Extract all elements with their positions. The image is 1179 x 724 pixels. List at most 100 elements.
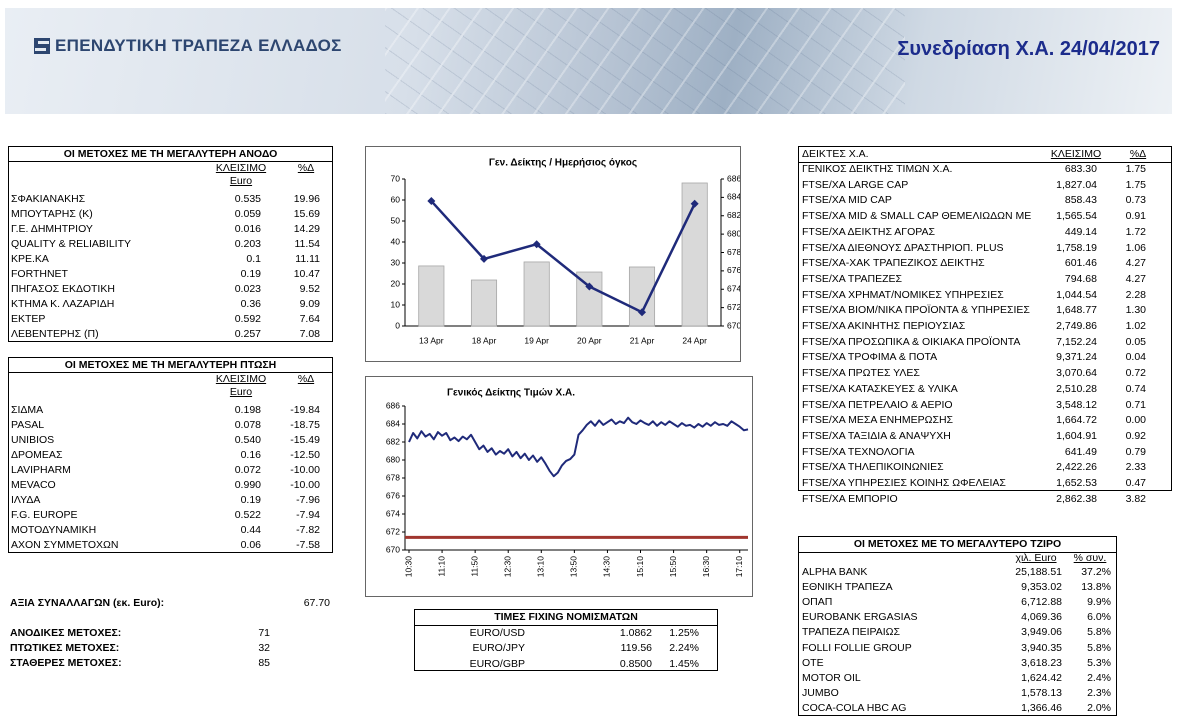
cell-value: 1.75 [1125, 163, 1146, 175]
summary-label: ΠΤΩΤΙΚΕΣ ΜΕΤΟΧΕΣ: [10, 642, 120, 654]
y2-tick-label: 676 [727, 265, 741, 275]
y-tick-label: 50 [391, 215, 401, 225]
row-label: ALPHA BANK [802, 566, 868, 578]
cell-value: 3,070.64 [1056, 367, 1097, 380]
cell-value: 1,827.04 [1056, 178, 1097, 191]
cell-value: 4.27 [1125, 257, 1146, 270]
cell-value: 1,366.46 [1021, 701, 1062, 714]
x-tick-label: 21 Apr [630, 335, 655, 345]
table-title: ΟΙ ΜΕΤΟΧΕΣ ΜΕ ΤΟ ΜΕΓΑΛΥΤΕΡΟ ΤΖΙΡΟ [799, 537, 1116, 553]
row-label: EUROBANK ERGASIAS [802, 611, 918, 624]
cell-value: 5.8% [1087, 641, 1111, 654]
row-label: ΛΕΒΕΝΤΕΡΗΣ (Π) [11, 328, 99, 340]
cell-value: 6.0% [1087, 611, 1111, 624]
row-label: FTSE/ΧΑ ΔΕΙΚΤΗΣ ΑΓΟΡΑΣ [802, 225, 935, 238]
row-label: ΤΡΑΠΕΖΑ ΠΕΙΡΑΙΩΣ [802, 626, 900, 639]
column-header: ΚΛΕΙΣΙΜΟ [215, 162, 267, 174]
cell-value: 1.06 [1125, 241, 1146, 254]
cell-value: 5.3% [1087, 656, 1111, 669]
cell-value: 1,758.19 [1056, 241, 1097, 254]
cell-value: 1.0862 [619, 627, 652, 639]
cell-value: 1.30 [1125, 304, 1146, 317]
cell-value: 0.00 [1125, 414, 1146, 427]
summary-value: 67.70 [303, 597, 330, 609]
row-label: EURO/JPY [472, 642, 525, 655]
cell-value: 1,604.91 [1056, 429, 1097, 442]
y2-tick-label: 680 [727, 228, 741, 238]
turnover-table: ΟΙ ΜΕΤΟΧΕΣ ΜΕ ΤΟ ΜΕΓΑΛΥΤΕΡΟ ΤΖΙΡΟ χιλ. Eu… [798, 536, 1117, 716]
y-tick-label: 674 [386, 508, 400, 518]
cell-value: -7.58 [296, 539, 320, 551]
row-label: OTE [802, 656, 824, 669]
y-tick-label: 684 [386, 418, 400, 428]
row-label: ΕΚΤΕΡ [11, 313, 46, 325]
summary-value: 32 [258, 642, 270, 654]
cell-value: -7.94 [296, 509, 320, 521]
cell-value: 2.28 [1125, 288, 1146, 301]
column-header: χιλ. Euro [1015, 552, 1057, 564]
row-label: FTSE/ΧΑ ΜΕΣΑ ΕΝΗΜΕΡΩΣΗΣ [802, 414, 954, 427]
row-label: FTSE/ΧΑ MID CAP [802, 194, 892, 207]
cell-value: 1,578.13 [1021, 686, 1062, 699]
cell-value: 858.43 [1064, 194, 1097, 207]
cell-value: 2,422.26 [1056, 461, 1097, 474]
cell-value: -19.84 [290, 404, 320, 416]
row-label: ΕΘΝΙΚΗ ΤΡΑΠΕΖΑ [802, 581, 893, 594]
cell-value: 4,069.36 [1021, 611, 1062, 624]
cell-value: 0.36 [240, 298, 261, 310]
row-label: FTSE/ΧΑ ΠΡΟΣΩΠΙΚΑ & ΟΙΚΙΑΚΑ ΠΡΟΪΟΝΤΑ [802, 335, 1021, 348]
cell-value: 119.56 [620, 642, 652, 655]
cell-value: 0.257 [234, 328, 261, 340]
summary-label: ΑΝΟΔΙΚΕΣ ΜΕΤΟΧΕΣ: [10, 627, 122, 639]
cell-value: 6,712.88 [1021, 596, 1062, 609]
cell-value: 1.72 [1125, 225, 1146, 238]
cell-value: 0.990 [234, 479, 261, 491]
row-label: FTSE/ΧΑ ΠΕΤΡΕΛΑΙΟ & ΑΕΡΙΟ [802, 398, 953, 411]
cell-value: 13.8% [1081, 581, 1111, 594]
cell-value: -7.82 [296, 524, 320, 536]
logo-icon [34, 38, 50, 54]
cell-value: 37.2% [1081, 566, 1111, 578]
line [408, 416, 749, 478]
row-label: FTSE/ΧΑ ΤΑΞΙΔΙΑ & ΑΝΑΨΥΧΗ [802, 429, 951, 442]
x-tick-label: 10:30 [403, 556, 413, 578]
cell-value: 0.078 [234, 419, 261, 431]
cell-value: 1.25% [669, 627, 699, 639]
cell-value: -10.00 [290, 464, 320, 476]
bar [418, 265, 445, 327]
y-tick-label: 676 [386, 490, 400, 500]
cell-value: 0.47 [1125, 477, 1146, 489]
x-tick-label: 20 Apr [577, 335, 602, 345]
cell-value: 0.023 [234, 283, 261, 295]
cell-value: 7,152.24 [1056, 335, 1097, 348]
cell-value: -10.00 [290, 479, 320, 491]
y-tick-label: 20 [391, 278, 401, 288]
cell-value: 2,862.38 [1056, 492, 1097, 505]
row-label: LAVIPHARM [11, 464, 71, 476]
cell-value: 601.46 [1064, 257, 1097, 270]
x-tick-label: 12:30 [502, 556, 512, 578]
row-label: PASAL [11, 419, 45, 431]
y-tick-label: 70 [391, 173, 401, 183]
y-tick-label: 0 [395, 320, 400, 330]
cell-value: 25,188.51 [1015, 566, 1062, 578]
marker [427, 197, 436, 206]
column-header: %Δ [1129, 148, 1147, 160]
cell-value: 0.19 [240, 268, 261, 280]
cell-value: -7.96 [296, 494, 320, 506]
table-title: ΟΙ ΜΕΤΟΧΕΣ ΜΕ ΤΗ ΜΕΓΑΛΥΤΕΡΗ ΑΝΟΔΟ [9, 147, 332, 162]
cell-value: -18.75 [290, 419, 320, 431]
cell-value: 0.059 [234, 208, 261, 220]
bar [470, 279, 498, 327]
cell-value: 0.79 [1125, 445, 1146, 458]
row-label: FORTHNET [11, 268, 68, 280]
cell-value: 0.535 [234, 193, 261, 205]
row-label: EURO/GBP [469, 657, 525, 670]
cell-value: 0.072 [234, 464, 261, 476]
cell-value: 5.8% [1087, 626, 1111, 639]
cell-value: 0.72 [1125, 367, 1146, 380]
cell-value: 3.82 [1125, 492, 1146, 505]
row-label: ΑΧΟΝ ΣΥΜΜΕΤΟΧΩΝ [11, 539, 119, 551]
cell-value: 0.8500 [619, 657, 652, 670]
marker [638, 308, 646, 317]
